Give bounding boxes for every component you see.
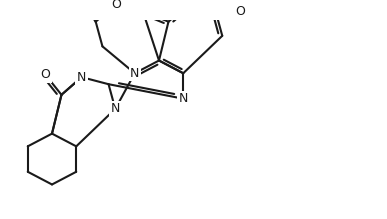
Text: N: N: [130, 67, 139, 80]
Text: O: O: [236, 5, 245, 18]
Text: O: O: [41, 68, 50, 81]
Text: N: N: [178, 92, 188, 105]
Text: N: N: [77, 71, 86, 84]
Text: N: N: [111, 102, 120, 115]
Text: O: O: [111, 0, 121, 11]
